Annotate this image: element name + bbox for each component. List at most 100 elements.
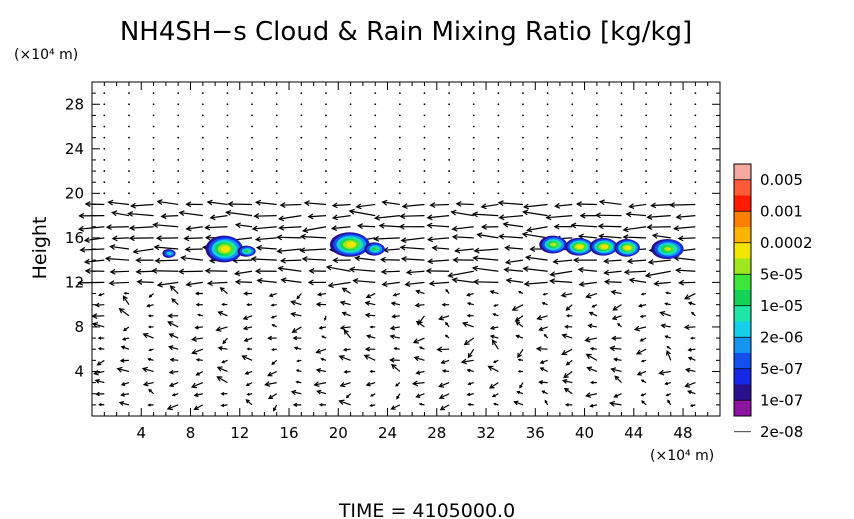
wind-arrow [278, 267, 302, 272]
wind-arrow [181, 256, 203, 261]
wind-arrow [623, 226, 647, 231]
wind-arrow [604, 259, 622, 262]
wind-arrow-head [539, 367, 545, 372]
wind-dot [177, 147, 180, 150]
wind-arrow [154, 246, 179, 250]
wind-arrow-head [169, 357, 175, 362]
wind-arrow-head [489, 383, 495, 389]
wind-arrow-head [617, 322, 621, 326]
wind-arrow-head [148, 348, 152, 352]
wind-arrow-head [431, 245, 438, 251]
wind-arrow-head [451, 234, 458, 240]
wind-dot [472, 159, 475, 161]
cloud-cell-level [169, 252, 172, 255]
wind-arrow-head [405, 269, 412, 276]
wind-arrow-head [111, 235, 118, 242]
wind-arrow-head [647, 259, 654, 265]
wind-arrow-head [147, 314, 152, 318]
wind-arrow [611, 368, 622, 373]
wind-dot [128, 136, 130, 139]
colorbar-swatch [734, 400, 751, 416]
wind-arrow [365, 302, 376, 306]
wind-arrow-head [204, 267, 211, 274]
wind-arrow-head [641, 400, 645, 404]
y-tick-label: 16 [65, 229, 84, 247]
wind-arrow-head [318, 403, 323, 407]
wind-arrow-head [476, 232, 483, 239]
wind-arrow-head [109, 268, 116, 275]
wind-arrow-head [190, 382, 198, 389]
wind-arrow-head [497, 200, 504, 206]
wind-arrow-head [390, 405, 396, 410]
wind-arrow [390, 326, 400, 330]
wind-dot [128, 181, 130, 184]
wind-arrow-head [613, 393, 618, 398]
wind-arrow-head [626, 258, 633, 265]
wind-arrow-head [553, 223, 560, 230]
wind-dot [374, 192, 377, 195]
wind-arrow [610, 402, 622, 406]
wind-arrow [686, 368, 696, 373]
x-axis: 4 8 12 16 20 24 28 32 36 40 44 48 [103, 82, 709, 442]
wind-arrow-head [563, 387, 569, 393]
wind-arrow-head [675, 214, 682, 220]
wind-arrow [571, 224, 597, 228]
wind-dot [103, 159, 106, 161]
wind-arrow-head [426, 236, 434, 243]
wind-arrow [586, 292, 598, 298]
cloud-cell-level [374, 248, 378, 250]
wind-dot [448, 136, 450, 139]
wind-arrow [235, 270, 253, 275]
wind-arrow-head [480, 203, 487, 210]
wind-dot [201, 181, 204, 184]
wind-arrow [169, 370, 179, 374]
wind-arrow-head [517, 352, 522, 359]
wind-arrow [152, 270, 179, 272]
wind-arrow [651, 203, 671, 207]
wind-dot [374, 159, 377, 161]
wind-dot [694, 181, 697, 184]
wind-arrow [391, 364, 401, 372]
wind-dot [595, 125, 598, 128]
wind-arrow [364, 354, 376, 361]
wind-arrow [477, 233, 499, 239]
wind-dot [694, 136, 697, 139]
wind-dot [152, 92, 155, 95]
wind-dot [152, 136, 155, 139]
wind-arrow-head [400, 256, 407, 262]
wind-arrow [473, 257, 499, 261]
wind-dot [669, 147, 672, 150]
wind-dot [398, 159, 401, 161]
wind-arrow [218, 311, 228, 317]
wind-arrow-head [302, 227, 309, 234]
wind-dot [226, 103, 229, 106]
wind-arrow [579, 281, 597, 286]
wind-arrow [133, 248, 154, 253]
wind-dot [128, 125, 130, 128]
wind-dot [128, 103, 130, 106]
wind-arrow-head [195, 371, 200, 376]
wind-dot [201, 136, 204, 139]
wind-arrow-head [471, 211, 478, 218]
wind-dot [251, 125, 253, 128]
wind-arrow-head [142, 381, 149, 387]
wind-arrow-head [146, 303, 151, 308]
wind-arrow [355, 257, 376, 261]
wind-arrow-head [267, 335, 272, 341]
wind-arrow-head [633, 325, 641, 332]
wind-dot [177, 114, 180, 117]
wind-arrow-head [511, 305, 518, 311]
wind-arrow [374, 237, 400, 240]
wind-arrow-head [666, 345, 670, 349]
wind-arrow [365, 314, 376, 317]
wind-dot [620, 192, 623, 195]
wind-arrow-head [515, 321, 521, 326]
wind-arrow-head [664, 302, 668, 306]
wind-arrow [339, 400, 351, 406]
wind-arrow-head [565, 306, 571, 311]
wind-arrow-head [426, 214, 433, 221]
wind-dot [251, 170, 253, 172]
wind-arrow [131, 203, 154, 207]
wind-arrow-head [216, 366, 223, 372]
wind-arrow-head [142, 332, 149, 339]
